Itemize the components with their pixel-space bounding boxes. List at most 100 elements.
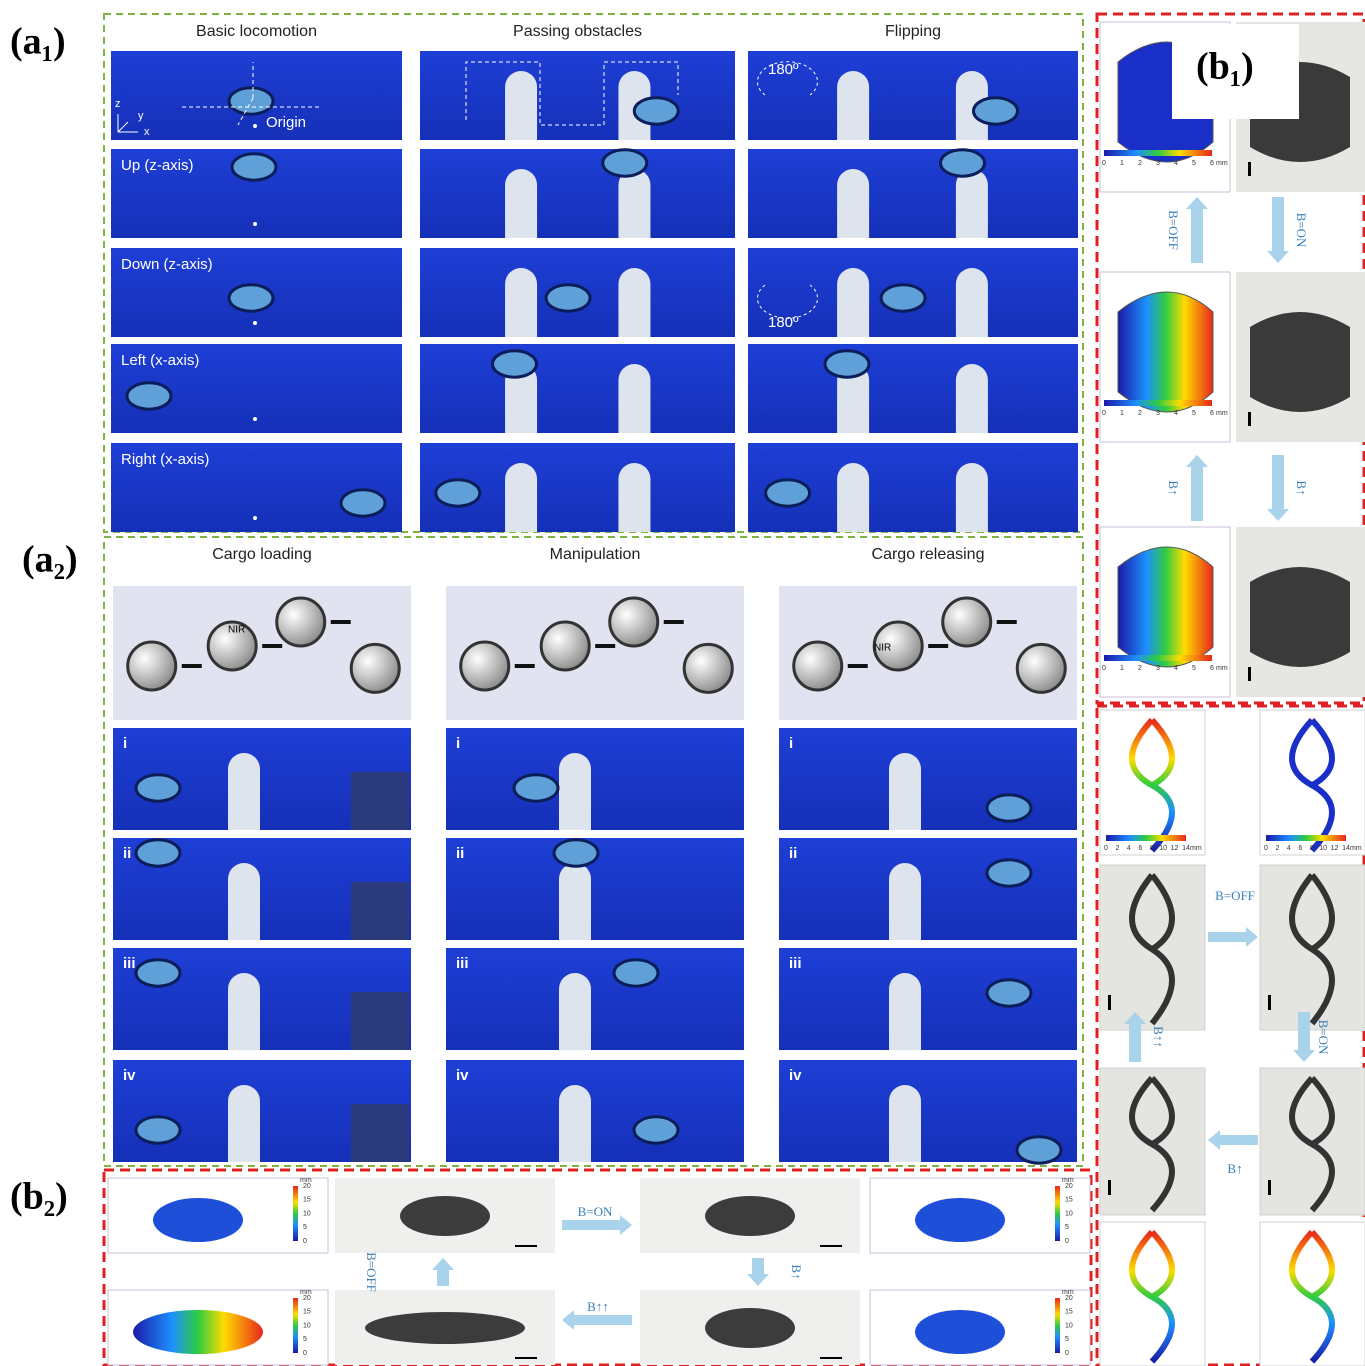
video-frame xyxy=(446,728,744,830)
step-label: i xyxy=(123,735,127,752)
origin-dot xyxy=(253,516,257,520)
robot-sketch xyxy=(1017,644,1065,692)
flower-sim xyxy=(915,1310,1005,1354)
video-frame xyxy=(748,344,1078,433)
colorbar-tick: 0 xyxy=(303,1350,307,1357)
scale-bar xyxy=(515,1245,537,1247)
colorbar xyxy=(1104,150,1212,156)
colorbar-tick: 3 xyxy=(1156,665,1160,672)
column-title: Passing obstacles xyxy=(513,23,642,40)
nir-label: NIR xyxy=(874,643,891,654)
video-frame xyxy=(420,344,735,433)
video-frame xyxy=(446,1060,744,1162)
robot xyxy=(514,775,558,801)
robot-sketch xyxy=(541,622,589,670)
flower-sim xyxy=(153,1198,243,1242)
inset xyxy=(351,772,409,830)
colorbar-tick: 4 xyxy=(1174,665,1178,672)
pillar xyxy=(956,463,988,532)
robot-sketch xyxy=(128,642,176,690)
robot xyxy=(634,98,678,124)
video-frame xyxy=(779,838,1077,940)
pillar xyxy=(228,863,260,940)
robot xyxy=(341,490,385,516)
arrow-label: B=ON xyxy=(1294,213,1309,248)
arrow-label: B↑ xyxy=(1166,480,1181,495)
colorbar-tick: 8 xyxy=(1310,845,1314,852)
pillar xyxy=(505,71,537,140)
robot-sketch xyxy=(794,642,842,690)
colorbar-tick: 4 xyxy=(1174,160,1178,167)
row-label: Left (x-axis) xyxy=(121,352,199,369)
step-label: iii xyxy=(123,955,136,972)
colorbar-tick: 15 xyxy=(1065,1197,1073,1204)
flower-photo xyxy=(705,1308,795,1348)
robot xyxy=(546,285,590,311)
pillar xyxy=(889,1085,921,1162)
pillar xyxy=(618,268,650,337)
colorbar xyxy=(1106,835,1186,841)
colorbar-unit: mm xyxy=(1216,665,1228,672)
step-label: iv xyxy=(456,1067,469,1084)
step-label: ii xyxy=(789,845,797,862)
colorbar-tick: 5 xyxy=(1192,665,1196,672)
column-title: Cargo loading xyxy=(212,546,312,563)
gripper-sim xyxy=(1118,547,1213,667)
colorbar-tick: 5 xyxy=(1065,1336,1069,1343)
colorbar-tick: 6 xyxy=(1210,665,1214,672)
pillar xyxy=(837,169,869,238)
origin-dot xyxy=(253,124,257,128)
colorbar-tick: 15 xyxy=(1065,1309,1073,1316)
colorbar-tick: 3 xyxy=(1156,160,1160,167)
axis-label: y xyxy=(138,110,144,122)
colorbar-tick: 5 xyxy=(303,1224,307,1231)
colorbar-tick: 6 xyxy=(1138,845,1142,852)
robot xyxy=(136,775,180,801)
colorbar-tick: 5 xyxy=(1192,410,1196,417)
pillar xyxy=(618,364,650,433)
colorbar-unit: mm xyxy=(1190,845,1202,852)
flower-sim xyxy=(915,1198,1005,1242)
origin-dot xyxy=(253,222,257,226)
colorbar-tick: 2 xyxy=(1138,665,1142,672)
colorbar-tick: 0 xyxy=(1102,665,1106,672)
arrow xyxy=(1267,197,1289,263)
pillar xyxy=(618,463,650,532)
colorbar-tick: 10 xyxy=(1319,845,1327,852)
arrow-label: B=OFF xyxy=(1215,888,1255,903)
pillar xyxy=(956,364,988,433)
pillar xyxy=(505,463,537,532)
column-title: Manipulation xyxy=(550,546,641,563)
nir-label: NIR xyxy=(228,625,245,636)
robot xyxy=(825,351,869,377)
robot xyxy=(229,285,273,311)
colorbar xyxy=(293,1186,298,1241)
robot xyxy=(766,480,810,506)
pillar xyxy=(889,753,921,830)
colorbar-tick: 20 xyxy=(1065,1295,1073,1302)
colorbar xyxy=(1055,1186,1060,1241)
colorbar-unit: mm xyxy=(1062,1177,1074,1184)
colorbar-tick: 0 xyxy=(1065,1350,1069,1357)
robot xyxy=(554,840,598,866)
colorbar-tick: 5 xyxy=(303,1336,307,1343)
robot-sketch xyxy=(684,644,732,692)
colorbar-tick: 5 xyxy=(1192,160,1196,167)
pillar xyxy=(228,753,260,830)
robot xyxy=(987,980,1031,1006)
arrow-label: B↑↑ xyxy=(587,1299,609,1314)
gripper-photo xyxy=(1250,312,1350,412)
step-label: i xyxy=(456,735,460,752)
robot-sketch xyxy=(610,598,658,646)
colorbar-tick: 5 xyxy=(1065,1224,1069,1231)
robot xyxy=(974,98,1018,124)
colorbar-tick: 20 xyxy=(303,1295,311,1302)
pillar xyxy=(505,268,537,337)
scale-bar xyxy=(1248,162,1251,176)
axis-label: x xyxy=(144,126,150,138)
origin-dot xyxy=(253,321,257,325)
colorbar-tick: 2 xyxy=(1115,845,1119,852)
colorbar-tick: 8 xyxy=(1150,845,1154,852)
step-label: iii xyxy=(789,955,802,972)
video-frame xyxy=(420,149,735,238)
